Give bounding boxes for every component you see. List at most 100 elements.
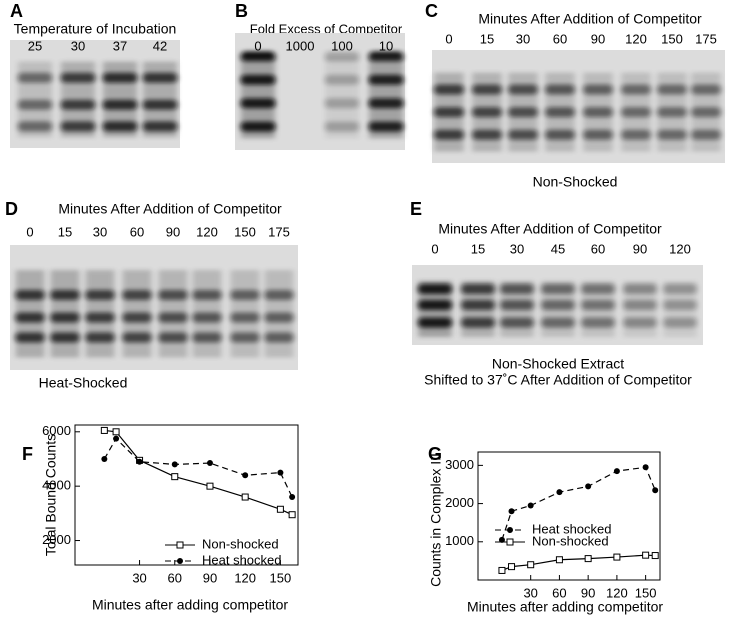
- panel-letter: E: [410, 199, 422, 219]
- gel-smear: [122, 270, 152, 358]
- x-tick-label: 150: [635, 585, 657, 600]
- lane-label: 15: [480, 31, 494, 46]
- marker: [652, 487, 659, 494]
- lane-label: 100: [331, 38, 353, 53]
- x-tick-label: 30: [523, 585, 537, 600]
- lane-label: 0: [26, 224, 33, 239]
- gel-smear: [418, 281, 452, 337]
- marker: [527, 561, 535, 569]
- panel-title: Minutes After Addition of Competitor: [58, 201, 282, 217]
- lane-label: 10: [379, 38, 393, 53]
- gel-smear: [61, 61, 95, 138]
- legend-label: Non-shocked: [532, 533, 609, 548]
- lane-label: 37: [113, 38, 127, 53]
- lane-label: 90: [166, 224, 180, 239]
- panel-caption: Non-Shocked: [533, 174, 618, 190]
- panel-letter: D: [5, 199, 18, 219]
- gel-smear: [545, 72, 575, 152]
- lane-label: 15: [471, 241, 485, 256]
- lane-label: 1000: [286, 38, 315, 53]
- marker: [171, 461, 178, 468]
- y-tick-label: 3000: [445, 457, 474, 472]
- lane-label: 60: [591, 241, 605, 256]
- series-line: [104, 429, 293, 516]
- gel-smear: [434, 72, 464, 152]
- y-tick-label: 6000: [42, 423, 71, 438]
- legend-marker: [506, 538, 514, 546]
- y-tick-label: 2000: [445, 495, 474, 510]
- marker: [113, 435, 120, 442]
- marker: [276, 505, 284, 513]
- lane-label: 30: [510, 241, 524, 256]
- lane-label: 120: [625, 31, 647, 46]
- marker: [613, 553, 621, 561]
- plot-frame: [477, 451, 661, 581]
- series-line: [501, 466, 656, 541]
- lane-label: 25: [28, 38, 42, 53]
- marker: [642, 464, 649, 471]
- gel-smear: [461, 281, 495, 337]
- marker: [288, 511, 296, 519]
- lane-label: 0: [431, 241, 438, 256]
- marker: [508, 508, 515, 515]
- marker: [289, 494, 296, 501]
- lane-label: 150: [234, 224, 256, 239]
- gel-smear: [325, 56, 359, 139]
- lane-label: 42: [153, 38, 167, 53]
- legend-marker: [507, 527, 513, 533]
- marker: [206, 460, 213, 467]
- y-axis-label: Total Bound Counts: [43, 434, 59, 556]
- panel-letter: G: [428, 444, 442, 464]
- panel-letter: C: [425, 1, 438, 21]
- legend-label: Non-shocked: [202, 536, 279, 551]
- x-tick-label: 120: [606, 585, 628, 600]
- marker: [556, 489, 563, 496]
- marker: [651, 552, 659, 560]
- marker: [206, 482, 214, 490]
- gel-smear: [230, 270, 260, 358]
- gel-smear: [657, 72, 687, 152]
- y-tick-label: 1000: [445, 533, 474, 548]
- lane-label: 60: [130, 224, 144, 239]
- gel-smear: [143, 61, 177, 138]
- gel-smear: [158, 270, 188, 358]
- panel-title: Minutes After Addition of Competitor: [478, 11, 702, 27]
- marker: [527, 502, 534, 509]
- marker: [242, 472, 249, 479]
- legend-label: Heat shocked: [532, 521, 612, 536]
- gel-smear: [15, 270, 45, 358]
- panel-letter: B: [235, 1, 248, 21]
- y-tick-label: 4000: [42, 478, 71, 493]
- marker: [171, 473, 179, 481]
- lane-label: 175: [695, 31, 717, 46]
- marker: [585, 483, 592, 490]
- lane-label: 30: [516, 31, 530, 46]
- gel-smear: [85, 270, 115, 358]
- y-tick-label: 2000: [42, 532, 71, 547]
- gel-smear: [621, 72, 651, 152]
- lane-label: 30: [71, 38, 85, 53]
- panel-caption: Shifted to 37˚C After Addition of Compet…: [424, 372, 692, 388]
- x-tick-label: 120: [234, 570, 256, 585]
- panel-letter: A: [10, 1, 23, 21]
- gel-smear: [472, 72, 502, 152]
- panel-title: Fold Excess of Competitor: [250, 21, 403, 36]
- gel-smear: [508, 72, 538, 152]
- x-tick-label: 150: [270, 570, 292, 585]
- marker: [555, 556, 563, 564]
- gel-smear: [583, 72, 613, 152]
- lane-label: 120: [669, 241, 691, 256]
- lane-label: 0: [254, 38, 261, 53]
- panel-title: Minutes After Addition of Competitor: [438, 221, 662, 237]
- panel-caption: Non-Shocked Extract: [492, 356, 624, 372]
- lane-label: 15: [58, 224, 72, 239]
- marker: [498, 536, 505, 543]
- marker: [584, 555, 592, 563]
- gel-smear: [50, 270, 80, 358]
- marker: [112, 428, 120, 436]
- gel-smear: [369, 56, 403, 139]
- lane-label: 90: [633, 241, 647, 256]
- gel-smear: [541, 281, 575, 337]
- gel-smear: [103, 61, 137, 138]
